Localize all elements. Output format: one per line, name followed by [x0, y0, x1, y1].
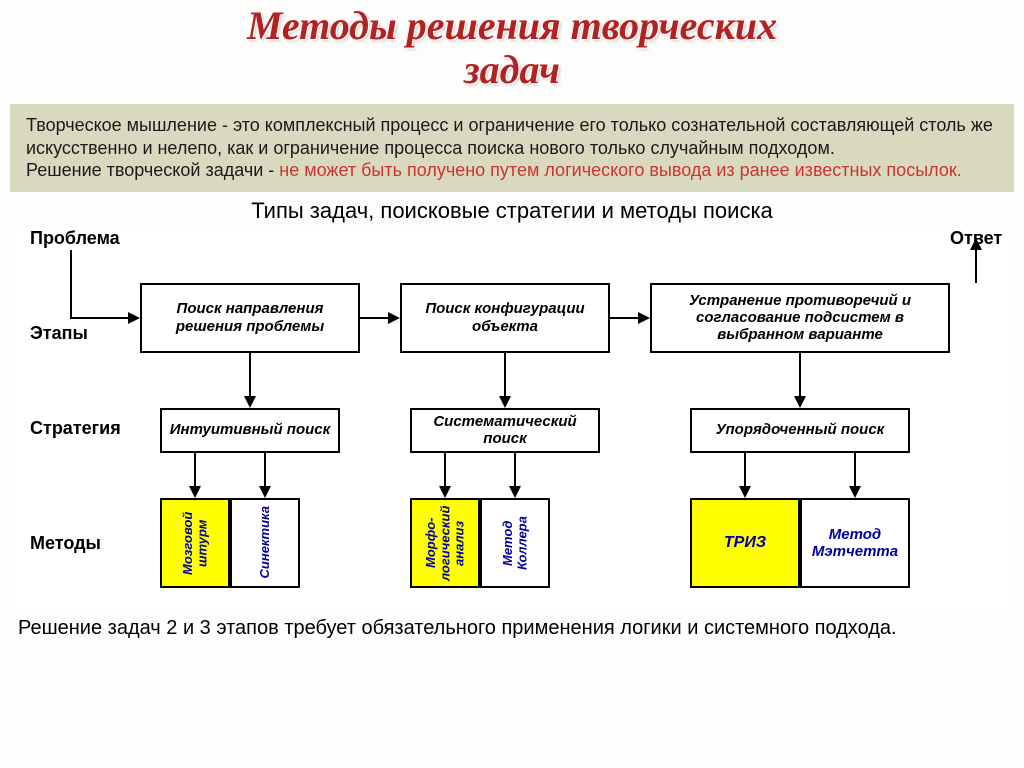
arrow-s1-s2	[360, 317, 388, 319]
arrow-answer-v	[975, 250, 977, 283]
flowchart-diagram: Проблема Этапы Стратегия Методы Ответ По…	[10, 228, 1014, 608]
arrow-st2-sg2-head	[499, 396, 511, 408]
method-box-4: Метод Коллера	[480, 498, 550, 588]
method-box-3: Морфо- логический анализ	[410, 498, 480, 588]
stage-box-3: Устранение противоречий и согласование п…	[650, 283, 950, 353]
arrow-st3-sg3	[799, 353, 801, 396]
method-box-2: Синектика	[230, 498, 300, 588]
label-strategy: Стратегия	[30, 418, 121, 439]
arrow-problem-head	[128, 312, 140, 324]
diagram-subtitle: Типы задач, поисковые стратегии и методы…	[0, 198, 1024, 224]
strategy-box-2: Систематический поиск	[410, 408, 600, 453]
intro-text-box: Творческое мышление - это комплексный пр…	[10, 104, 1014, 192]
arrow-sg3-m6-head	[849, 486, 861, 498]
arrow-sg1-m1-head	[189, 486, 201, 498]
method-box-6: Метод Мэтчетта	[800, 498, 910, 588]
arrow-problem-v	[70, 250, 72, 318]
method-box-1: Мозговой штурм	[160, 498, 230, 588]
arrow-s2-s3	[610, 317, 638, 319]
arrow-sg3-m6	[854, 453, 856, 486]
arrow-st2-sg2	[504, 353, 506, 396]
arrow-st1-sg1-head	[244, 396, 256, 408]
footnote-text: Решение задач 2 и 3 этапов требует обяза…	[18, 616, 1006, 640]
arrow-sg2-m4-head	[509, 486, 521, 498]
arrow-st1-sg1	[249, 353, 251, 396]
arrow-st3-sg3-head	[794, 396, 806, 408]
method-box-5: ТРИЗ	[690, 498, 800, 588]
strategy-box-3: Упорядоченный поиск	[690, 408, 910, 453]
arrow-sg1-m2-head	[259, 486, 271, 498]
arrow-sg2-m3	[444, 453, 446, 486]
arrow-answer-head	[970, 238, 982, 250]
stage-box-2: Поиск конфигурации объекта	[400, 283, 610, 353]
slide-title: Методы решения творческихзадач	[0, 0, 1024, 94]
intro-p1: Творческое мышление - это комплексный пр…	[26, 115, 993, 158]
label-problem: Проблема	[30, 228, 120, 249]
arrow-s2-s3-head	[638, 312, 650, 324]
intro-p2-black: Решение творческой задачи -	[26, 160, 279, 180]
strategy-box-1: Интуитивный поиск	[160, 408, 340, 453]
arrow-sg2-m3-head	[439, 486, 451, 498]
arrow-s1-s2-head	[388, 312, 400, 324]
label-methods: Методы	[30, 533, 101, 554]
arrow-sg1-m2	[264, 453, 266, 486]
intro-p2-red: не может быть получено путем логического…	[279, 160, 961, 180]
arrow-sg3-m5	[744, 453, 746, 486]
stage-box-1: Поиск направления решения проблемы	[140, 283, 360, 353]
arrow-sg2-m4	[514, 453, 516, 486]
arrow-sg3-m5-head	[739, 486, 751, 498]
arrow-sg1-m1	[194, 453, 196, 486]
label-stages: Этапы	[30, 323, 88, 344]
arrow-problem-h	[70, 317, 128, 319]
